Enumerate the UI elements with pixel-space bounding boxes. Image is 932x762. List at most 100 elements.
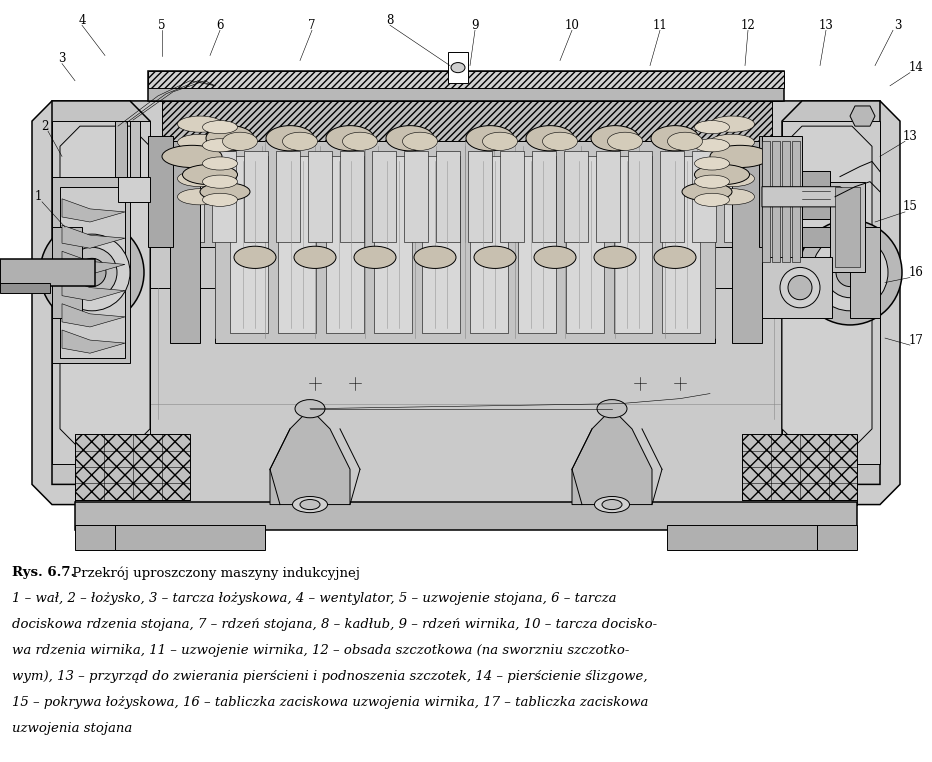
Bar — [742, 434, 857, 500]
Bar — [212, 152, 236, 242]
Bar — [470, 156, 508, 333]
Polygon shape — [62, 251, 125, 274]
Ellipse shape — [177, 189, 223, 205]
Text: 13: 13 — [818, 19, 833, 32]
Text: 16: 16 — [909, 266, 924, 279]
Bar — [374, 156, 412, 333]
Ellipse shape — [202, 175, 238, 188]
Polygon shape — [62, 330, 125, 354]
Bar — [115, 525, 265, 550]
Ellipse shape — [202, 139, 238, 152]
Polygon shape — [782, 101, 880, 485]
Text: Przekrój uproszczony maszyny indukcyjnej: Przekrój uproszczony maszyny indukcyjnej — [68, 566, 360, 580]
Ellipse shape — [386, 126, 434, 151]
Bar — [326, 156, 364, 333]
Circle shape — [812, 234, 888, 311]
Text: dociskowa rdzenia stojana, 7 – rdzeń stojana, 8 – kadłub, 9 – rdzeń wirnika, 10 : dociskowa rdzenia stojana, 7 – rdzeń sto… — [12, 618, 657, 631]
Bar — [115, 121, 127, 177]
Polygon shape — [572, 408, 652, 504]
Ellipse shape — [354, 246, 396, 268]
Circle shape — [40, 220, 144, 325]
Ellipse shape — [709, 134, 755, 150]
Text: 8: 8 — [386, 14, 393, 27]
Ellipse shape — [466, 126, 514, 151]
Ellipse shape — [709, 171, 755, 187]
Bar — [148, 71, 784, 101]
Bar — [660, 152, 684, 242]
Bar — [52, 177, 130, 363]
Bar — [75, 287, 857, 504]
Ellipse shape — [483, 132, 517, 150]
Ellipse shape — [177, 171, 223, 187]
Bar — [772, 141, 780, 262]
Bar — [372, 152, 396, 242]
Ellipse shape — [710, 146, 770, 168]
Ellipse shape — [694, 194, 730, 207]
Ellipse shape — [709, 189, 755, 205]
Ellipse shape — [595, 497, 629, 513]
Text: 14: 14 — [909, 61, 924, 74]
Ellipse shape — [651, 126, 699, 151]
Polygon shape — [762, 187, 855, 217]
Ellipse shape — [709, 152, 755, 168]
Bar — [170, 141, 200, 343]
Bar — [792, 141, 800, 262]
Ellipse shape — [694, 157, 730, 170]
Ellipse shape — [300, 500, 320, 510]
Bar — [244, 152, 268, 242]
Bar — [75, 501, 857, 530]
Text: 5: 5 — [158, 19, 166, 32]
Circle shape — [78, 258, 106, 287]
Bar — [0, 259, 95, 286]
Bar — [75, 434, 190, 500]
Bar — [762, 141, 770, 262]
Bar — [759, 136, 784, 247]
Ellipse shape — [202, 157, 238, 170]
Circle shape — [798, 220, 902, 325]
Bar — [662, 156, 700, 333]
Bar — [756, 152, 780, 242]
Circle shape — [54, 234, 130, 311]
Bar — [0, 283, 50, 293]
Ellipse shape — [591, 126, 639, 151]
Ellipse shape — [709, 116, 755, 132]
Bar — [564, 152, 588, 242]
Text: 2: 2 — [41, 120, 48, 133]
Ellipse shape — [223, 132, 257, 150]
Text: 3: 3 — [58, 52, 66, 65]
Text: 3: 3 — [894, 19, 902, 32]
Polygon shape — [782, 126, 872, 449]
Bar — [667, 525, 817, 550]
Ellipse shape — [266, 126, 314, 151]
Ellipse shape — [403, 132, 437, 150]
Circle shape — [836, 258, 864, 287]
Ellipse shape — [177, 116, 223, 132]
Bar — [436, 152, 460, 242]
Bar — [180, 152, 204, 242]
Ellipse shape — [200, 183, 250, 201]
Bar — [762, 136, 802, 267]
Ellipse shape — [542, 132, 578, 150]
Bar — [596, 152, 620, 242]
Ellipse shape — [282, 132, 318, 150]
Bar — [500, 152, 524, 242]
Bar — [732, 141, 762, 343]
Text: Rys. 6.7.: Rys. 6.7. — [12, 566, 75, 579]
Polygon shape — [62, 199, 125, 222]
Text: uzwojenia stojana: uzwojenia stojana — [12, 722, 132, 735]
Bar — [148, 136, 173, 247]
Bar — [150, 83, 782, 101]
Ellipse shape — [682, 183, 732, 201]
Bar — [148, 71, 784, 88]
Polygon shape — [32, 101, 900, 504]
Text: 10: 10 — [565, 19, 580, 32]
Ellipse shape — [202, 120, 238, 133]
Ellipse shape — [234, 246, 276, 268]
Ellipse shape — [451, 62, 465, 72]
Circle shape — [67, 247, 117, 298]
Bar — [724, 152, 748, 242]
Ellipse shape — [162, 146, 222, 168]
Bar — [782, 121, 880, 464]
Polygon shape — [62, 277, 125, 301]
Bar — [817, 525, 857, 550]
